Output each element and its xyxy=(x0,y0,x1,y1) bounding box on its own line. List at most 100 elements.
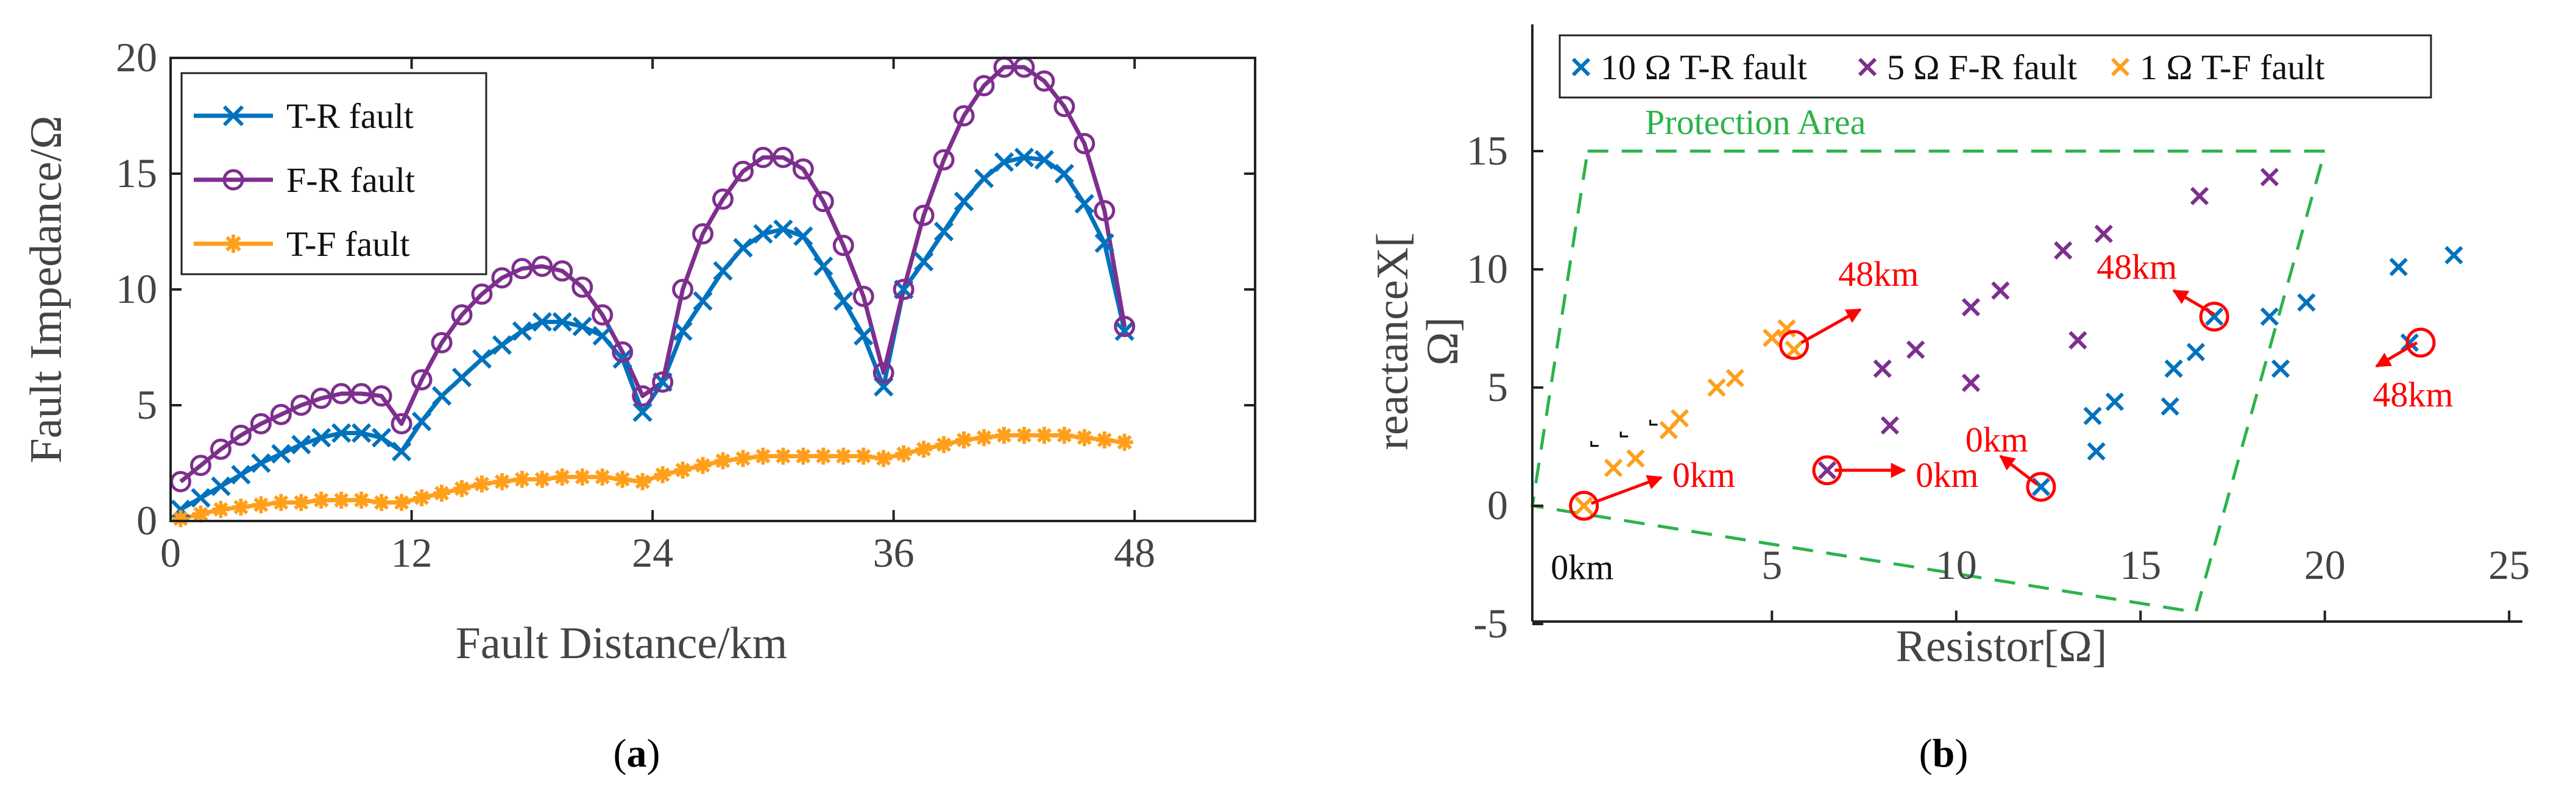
chart-b-series-1-point-10 xyxy=(2190,186,2209,205)
chart-a-legend-label-1: F-R fault xyxy=(286,160,415,200)
chart-a-series-1-point-39-ring xyxy=(953,105,975,127)
chart-a-y-tick-label-3: 15 xyxy=(116,150,157,196)
chart-a-series-2-point-36-ray-3 xyxy=(896,446,911,461)
chart-a-series-1-point-31-ring xyxy=(792,158,814,180)
chart-a-series-2-point-31-ray-3 xyxy=(796,448,811,464)
chart-a-series-1-point-1 xyxy=(189,455,211,477)
chart-a-series-0-point-6 xyxy=(291,434,311,455)
chart-b-series-0-point-9-stroke-2 xyxy=(2297,293,2316,312)
chart-a-series-1-point-24-ring xyxy=(652,371,674,393)
chart-a-series-2-point-34 xyxy=(855,447,872,465)
chart-a-series-1-point-20 xyxy=(571,276,593,298)
chart-b-series-0-point-10-stroke-2 xyxy=(2271,359,2290,378)
chart-a-series-1-point-15 xyxy=(471,283,493,305)
chart-a-series-2-point-3-ray-3 xyxy=(233,500,249,515)
chart-a-series-2-point-12 xyxy=(413,489,431,506)
chart-a-y-axis-title: Fault Impedance/Ω xyxy=(21,116,71,464)
chart-a-series-2-point-21 xyxy=(593,468,611,486)
chart-a-x-axis-title: Fault Distance/km xyxy=(456,619,788,668)
chart-a-series-1-point-33 xyxy=(832,235,854,257)
chart-a-series-0-point-3 xyxy=(231,464,251,485)
chart-a-series-2-point-7 xyxy=(313,491,330,509)
chart-a-series-2-point-11 xyxy=(393,494,411,511)
chart-a-legend: T-R fault F-R fault T-F fault xyxy=(180,72,487,275)
chart-b-y-tick-label-0: -5 xyxy=(1473,600,1508,647)
chart-b-annotation-label-2: 48km xyxy=(2373,375,2453,414)
chart-a-series-1-point-5-ring xyxy=(270,403,292,425)
chart-a-series-1-point-47 xyxy=(1114,316,1136,338)
chart-a-series-0-point-28-stroke-2 xyxy=(733,238,753,258)
chart-a-series-1-point-20-ring xyxy=(571,276,593,298)
chart-a-series-2-point-2-ray-3 xyxy=(213,502,228,517)
chart-a-series-0-point-20 xyxy=(572,316,592,336)
chart-a-series-2-point-24-ray-3 xyxy=(655,467,670,483)
chart-a-series-2-point-47-ray-3 xyxy=(1117,434,1132,450)
chart-b-series-2-point-5-stroke-2 xyxy=(1707,378,1726,397)
chart-a-legend-swatch-marker-2-ray-3 xyxy=(225,236,241,252)
chart-a-series-0-point-31 xyxy=(793,226,813,246)
chart-a-series-0-point-18 xyxy=(532,312,552,332)
chart-b-legend-swatch-0 xyxy=(1571,57,1591,77)
chart-b-highlight-circles xyxy=(1569,302,2436,521)
chart-a-series-2-point-38-ray-3 xyxy=(936,437,952,452)
chart-a-series-1-point-44-ring xyxy=(1053,96,1075,118)
chart-b-series-0-point-3-stroke-2 xyxy=(2105,392,2125,411)
chart-a-series-2-point-32-ray-3 xyxy=(816,448,831,464)
chart-b-series-1-point-8-stroke-2 xyxy=(2068,331,2087,350)
chart-a-series-0-point-47 xyxy=(1114,321,1134,341)
chart-a-series-2-point-20-ray-3 xyxy=(575,469,590,484)
chart-b-series-0-point-11-stroke-2 xyxy=(2400,333,2419,352)
chart-a-series-0-point-23 xyxy=(632,402,653,422)
chart-a-series-0-point-25-stroke-2 xyxy=(673,321,693,341)
chart-b-annotation-label-4: 0km xyxy=(1916,455,1978,495)
chart-a-series-2-point-2 xyxy=(212,501,230,518)
chart-b-annotation-label-3: 0km xyxy=(1672,455,1735,495)
chart-a-series-0-point-15 xyxy=(472,349,492,369)
chart-b-series-1-point-10-stroke-2 xyxy=(2190,186,2209,205)
chart-a-series-2-point-31 xyxy=(794,447,812,465)
chart-a-series-1-point-18-ring xyxy=(531,255,553,277)
chart-a-series-2-point-44-ray-3 xyxy=(1056,428,1072,443)
chart-b-y-tick-label-3: 10 xyxy=(1467,246,1508,292)
chart-a-series-2-point-11-ray-3 xyxy=(394,495,409,510)
chart-a-series-1-point-37 xyxy=(913,204,935,226)
chart-b-series-0-point-5 xyxy=(2164,359,2183,378)
chart-b-series-2-point-0 xyxy=(1574,496,1593,516)
chart-b-series-1-point-4 xyxy=(1961,297,1981,317)
chart-b-series-1-point-5-stroke-2 xyxy=(1961,374,1981,392)
chart-a-series-1-point-29 xyxy=(752,146,774,168)
chart-a-series-0-point-19 xyxy=(552,312,572,332)
chart-a-series-2-point-4-ray-3 xyxy=(253,497,269,512)
chart-a-series-2-point-40-ray-3 xyxy=(976,430,992,445)
chart-a-series-2-point-26 xyxy=(694,456,712,474)
chart-b-series-0-point-6 xyxy=(2186,342,2206,361)
chart-a-series-0-point-8 xyxy=(331,423,352,443)
chart-a-series-2-point-41 xyxy=(995,427,1013,444)
chart-b-series-2-point-8 xyxy=(1785,340,1803,360)
chart-b-annotation-arrow-3 xyxy=(1590,475,1663,505)
chart-a-series-1-point-19 xyxy=(551,260,573,282)
chart-a-series-1-point-37-ring xyxy=(913,204,935,226)
chart-b-legend-label-1: 5 Ω F-R fault xyxy=(1887,48,2077,87)
chart-a-series-1-point-45 xyxy=(1074,133,1095,155)
chart-a-series-0-point-43 xyxy=(1034,150,1055,170)
chart-a-series-0-point-11 xyxy=(391,441,412,462)
chart-a-series-2-point-37 xyxy=(915,441,933,458)
chart-a-series-1-point-27-ring xyxy=(712,188,734,210)
chart-a-series-1-point-8-ring xyxy=(330,383,352,405)
chart-a-series-2-point-42-ray-3 xyxy=(1016,428,1031,443)
chart-a-series-0-point-3-stroke-2 xyxy=(231,464,251,485)
chart-a-series-0-point-1-stroke-2 xyxy=(191,487,211,508)
chart-a-series-0-point-46-stroke-2 xyxy=(1094,233,1114,253)
chart-a-series-0-point-40 xyxy=(974,168,994,188)
chart-a-series-1-point-34-ring xyxy=(852,285,874,307)
chart-a-series-2-point-42 xyxy=(1015,427,1033,444)
chart-b-ticks: 5 10 15 20 25 -5 0 5 10 15 xyxy=(1467,127,2530,647)
chart-b-series-0-point-10 xyxy=(2271,359,2290,378)
chart-b-series-0-point-9 xyxy=(2297,293,2316,312)
chart-a-series-2-point-22-ray-3 xyxy=(615,472,630,487)
chart-a-series-0-point-12 xyxy=(411,411,432,431)
chart-a-series-1-point-7-ring xyxy=(310,388,332,409)
chart-a-series-1-point-3-ring xyxy=(230,424,252,446)
chart-a-series-2-point-6-ray-3 xyxy=(294,495,309,510)
